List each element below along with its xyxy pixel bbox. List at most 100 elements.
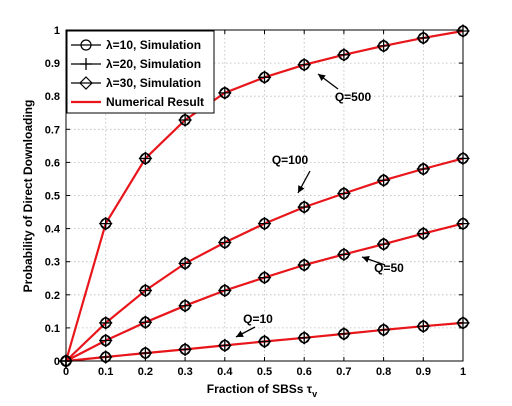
plus-marker (258, 335, 271, 348)
annotation-arrowhead (298, 185, 305, 193)
plus-marker (218, 284, 231, 297)
plus-marker (99, 217, 112, 230)
diamond-marker (178, 256, 192, 271)
y-axis-label: Probability of Direct Downloading (21, 100, 35, 293)
markers (59, 24, 470, 368)
diamond-marker (178, 113, 192, 127)
legend-label: Numerical Result (106, 95, 204, 109)
plus-marker (337, 248, 350, 261)
diamond-marker (416, 31, 431, 45)
diamond-marker (178, 298, 192, 313)
diamond-marker (257, 216, 272, 231)
x-tick-label: 1 (460, 366, 466, 378)
legend-label: λ=30, Simulation (106, 76, 201, 90)
diamond-marker (79, 76, 93, 90)
plus-marker (337, 327, 350, 340)
plus-marker (298, 201, 311, 214)
diamond-marker (217, 283, 232, 298)
plus-marker (417, 163, 430, 176)
plus-marker (337, 48, 350, 61)
circle-marker (80, 39, 92, 51)
legend: λ=10, Simulation λ=20, Simulation λ=30, Si… (66, 30, 215, 114)
plus-marker (99, 334, 112, 347)
plus-marker (258, 71, 271, 84)
y-tick-label: 0 (54, 356, 60, 368)
y-tick-label: 0.3 (45, 257, 60, 269)
plus-marker (417, 227, 430, 240)
plus-marker (139, 316, 152, 329)
legend-label: λ=10, Simulation (106, 38, 201, 52)
diamond-marker (257, 270, 272, 285)
x-tick-label: 0.3 (177, 366, 192, 378)
x-tick-label: 0.5 (257, 366, 272, 378)
diamond-marker (217, 86, 232, 100)
plus-marker (80, 58, 92, 70)
diamond-marker (297, 57, 312, 72)
diamond-marker (416, 162, 431, 176)
legend-entry: λ=10, Simulation (71, 38, 201, 52)
plus-marker (298, 58, 311, 71)
x-tick-label: 0.6 (297, 366, 312, 378)
plus-marker (179, 343, 192, 356)
plus-marker (417, 320, 430, 333)
diamond-marker (416, 226, 431, 241)
legend-label: λ=20, Simulation (106, 57, 201, 71)
diamond-marker (376, 39, 391, 53)
diamond-marker (337, 186, 351, 201)
diamond-marker (98, 350, 113, 364)
diamond-marker (59, 354, 73, 368)
diamond-marker (138, 315, 153, 330)
diamond-marker (297, 200, 312, 214)
x-tick-label: 0.7 (336, 366, 351, 378)
x-tick-label: 0.1 (98, 366, 113, 378)
diamond-marker (138, 151, 153, 166)
plus-marker (298, 331, 311, 344)
curve-markers (59, 216, 470, 368)
x-tick-label: 0.4 (217, 366, 233, 378)
plus-marker (218, 339, 231, 352)
diamond-marker (217, 235, 232, 250)
diamond-marker (376, 237, 391, 252)
y-tick-label: 0.1 (45, 323, 60, 335)
plus-marker (218, 236, 231, 249)
curve-markers (59, 24, 470, 368)
plus-marker (258, 271, 271, 284)
plus-marker (377, 39, 390, 52)
x-tick-label: 0.8 (376, 366, 391, 378)
y-tick-label: 0.6 (45, 157, 60, 169)
legend-entry: λ=20, Simulation (71, 57, 201, 71)
diamond-marker (297, 330, 312, 345)
x-tick-label: 0.2 (138, 366, 153, 378)
diamond-marker (98, 216, 113, 231)
diamond-marker (376, 323, 391, 337)
plus-marker (179, 299, 192, 312)
plus-marker (99, 316, 112, 329)
annotation-label: Q=500 (335, 90, 372, 104)
x-tick-label: 0 (63, 366, 69, 378)
plus-marker (377, 174, 390, 187)
y-tick-label: 0.5 (45, 191, 60, 203)
legend-entry: λ=30, Simulation (71, 76, 201, 90)
diamond-marker (337, 247, 351, 262)
plus-marker (377, 323, 390, 336)
annotation-label: Q=10 (243, 312, 273, 326)
plus-marker (377, 238, 390, 251)
y-tick-label: 0.8 (45, 91, 60, 103)
diamond-marker (297, 258, 312, 272)
diamond-marker (217, 338, 232, 353)
plus-marker (337, 187, 350, 200)
plus-marker (218, 86, 231, 99)
plus-marker (258, 217, 271, 230)
plus-marker (298, 259, 311, 272)
diamond-marker (98, 333, 113, 348)
diamond-marker (376, 173, 391, 188)
diamond-marker (416, 319, 431, 334)
diamond-marker (257, 70, 272, 85)
diamond-marker (178, 342, 192, 357)
diamond-marker (257, 334, 272, 349)
ticks (65, 29, 464, 362)
plus-marker (139, 152, 152, 165)
tick-labels: 0 0.1 0.2 0.3 0.4 0.5 0.6 0.7 0.8 0.9 1 0 0.1 0.2 0.3 0… (45, 25, 466, 378)
diamond-marker (337, 327, 351, 341)
